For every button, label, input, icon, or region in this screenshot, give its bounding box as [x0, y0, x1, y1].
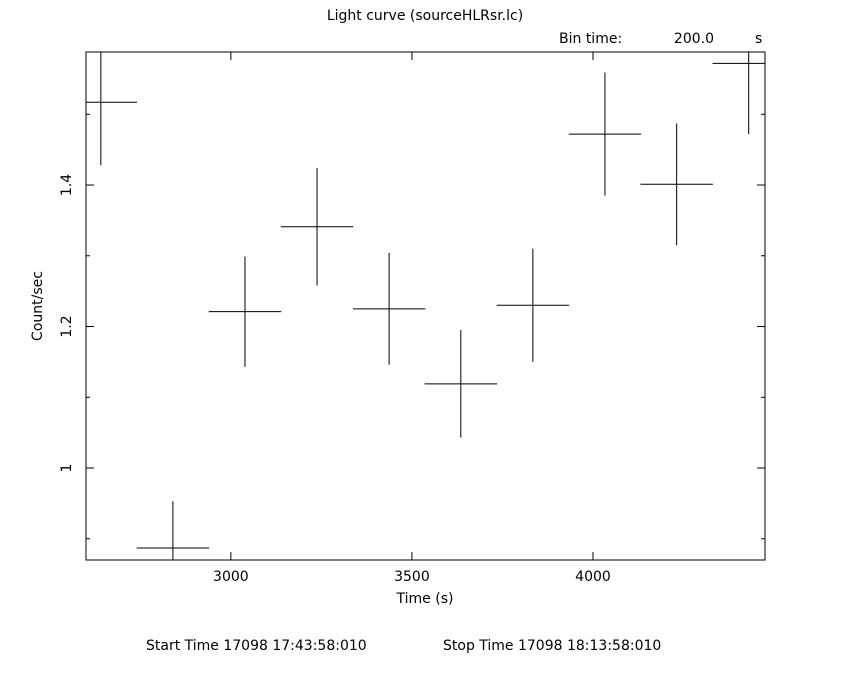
y-tick-label: 1.4	[59, 174, 75, 196]
bin-time: 200.0	[674, 31, 714, 47]
start-time: Start Time 17098 17:43:58:010	[146, 638, 367, 654]
plot-frame	[85, 51, 766, 561]
data-layer	[86, 52, 765, 560]
x-tick-label: 3500	[394, 569, 430, 585]
bin-time-label: Bin time:	[559, 31, 622, 47]
y-tick-label: 1.2	[59, 315, 75, 337]
stop-time: Stop Time 17098 18:13:58:010	[443, 638, 661, 654]
bin-time-unit: s	[755, 31, 762, 47]
chart-title: Light curve (sourceHLRsr.lc)	[327, 8, 523, 24]
x-tick-label: 4000	[575, 569, 611, 585]
y-tick-label: 1	[59, 464, 75, 473]
x-axis-label: Time (s)	[396, 591, 454, 607]
y-axis-label: Count/sec	[30, 271, 46, 341]
x-tick-label: 3000	[213, 569, 249, 585]
